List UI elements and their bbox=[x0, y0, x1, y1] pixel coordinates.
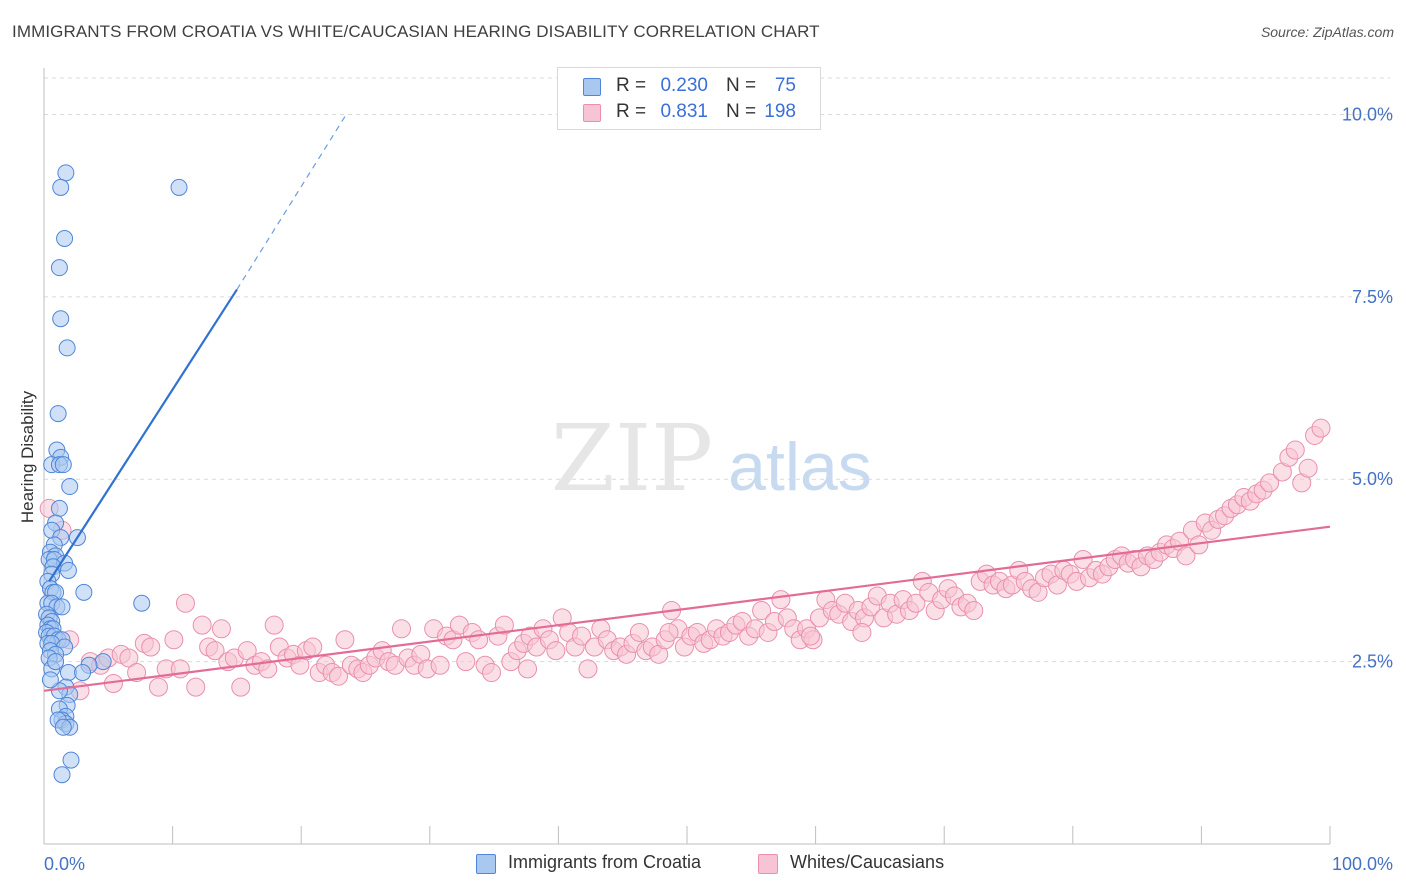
point-whites bbox=[119, 648, 139, 668]
watermark-atlas: atlas bbox=[728, 429, 872, 505]
point-whites bbox=[430, 655, 450, 675]
r-value: 0.230 bbox=[660, 75, 708, 96]
point-whites bbox=[211, 619, 231, 639]
y-tick-label: 7.5% bbox=[1352, 287, 1393, 307]
n-value: 75 bbox=[774, 75, 796, 96]
point-whites bbox=[205, 641, 225, 661]
point-croatia bbox=[56, 229, 74, 247]
legend-label-whites: Whites/Caucasians bbox=[790, 852, 945, 872]
point-croatia bbox=[58, 339, 76, 357]
point-croatia bbox=[75, 583, 93, 601]
point-croatia bbox=[41, 671, 59, 689]
point-whites bbox=[141, 637, 161, 657]
point-whites bbox=[494, 615, 514, 635]
point-whites bbox=[578, 659, 598, 679]
point-croatia bbox=[133, 594, 151, 612]
y-axis-label: Hearing Disability bbox=[18, 390, 37, 523]
point-whites bbox=[148, 677, 168, 697]
point-croatia bbox=[53, 598, 71, 616]
axes bbox=[43, 68, 1331, 845]
n-label: N = bbox=[726, 101, 757, 122]
n-value: 198 bbox=[764, 101, 796, 122]
point-croatia bbox=[94, 653, 112, 671]
point-whites bbox=[752, 601, 772, 621]
point-croatia bbox=[59, 561, 77, 579]
point-whites bbox=[1285, 440, 1305, 460]
trend-line-croatia bbox=[48, 288, 238, 582]
point-croatia bbox=[54, 718, 72, 736]
n-label: N = bbox=[726, 75, 757, 96]
point-whites bbox=[1298, 458, 1318, 478]
point-whites bbox=[303, 637, 323, 657]
point-whites bbox=[1176, 546, 1196, 566]
point-whites bbox=[258, 659, 278, 679]
legend-swatch-blue bbox=[476, 854, 496, 874]
watermark: ZIP atlas bbox=[551, 405, 872, 512]
point-croatia bbox=[62, 751, 80, 769]
watermark-zip: ZIP bbox=[551, 405, 713, 512]
tick-labels: 2.5% 5.0% 7.5% 10.0% 0.0% 100.0% bbox=[44, 104, 1393, 874]
point-croatia bbox=[50, 499, 68, 517]
point-croatia bbox=[49, 405, 67, 423]
point-whites bbox=[335, 630, 355, 650]
y-tick-label: 10.0% bbox=[1342, 104, 1393, 124]
gridlines bbox=[44, 77, 1390, 663]
point-whites bbox=[1311, 418, 1331, 438]
point-whites bbox=[192, 615, 212, 635]
point-whites bbox=[328, 666, 348, 686]
point-whites bbox=[852, 622, 872, 642]
r-label: R = bbox=[616, 101, 647, 122]
trend-lines bbox=[43, 114, 1331, 692]
point-whites bbox=[237, 641, 257, 661]
point-whites bbox=[392, 619, 412, 639]
point-whites bbox=[482, 663, 502, 683]
point-whites bbox=[572, 626, 592, 646]
chart-title: IMMIGRANTS FROM CROATIA VS WHITE/CAUCASI… bbox=[12, 22, 820, 41]
point-whites bbox=[127, 663, 147, 683]
y-tick-label: 5.0% bbox=[1352, 469, 1393, 489]
legend-swatch-pink bbox=[758, 854, 778, 874]
x-tick-label: 100.0% bbox=[1332, 854, 1393, 874]
point-whites bbox=[906, 593, 926, 613]
point-whites bbox=[231, 677, 251, 697]
point-whites bbox=[659, 622, 679, 642]
correlation-legend: R = 0.230 N = 75 R = 0.831 N = 198 bbox=[557, 67, 821, 130]
point-whites bbox=[164, 630, 184, 650]
point-croatia bbox=[53, 766, 71, 784]
point-croatia bbox=[170, 178, 188, 196]
point-croatia bbox=[50, 259, 68, 277]
point-croatia bbox=[59, 664, 77, 682]
trend-line-croatia-extension bbox=[236, 114, 347, 290]
source-label: Source: ZipAtlas.com bbox=[1260, 24, 1394, 40]
trend-line-whites bbox=[43, 525, 1331, 692]
point-whites bbox=[546, 641, 566, 661]
x-tick-label: 0.0% bbox=[44, 854, 85, 874]
point-whites bbox=[186, 677, 206, 697]
r-label: R = bbox=[616, 75, 647, 96]
point-croatia bbox=[74, 664, 92, 682]
r-value: 0.831 bbox=[660, 101, 708, 122]
point-croatia bbox=[54, 456, 72, 474]
series-croatia-points bbox=[38, 164, 188, 784]
point-croatia bbox=[61, 478, 79, 496]
point-whites bbox=[175, 593, 195, 613]
point-croatia bbox=[47, 653, 65, 671]
legend-swatch-pink bbox=[583, 104, 601, 122]
legend-label-croatia: Immigrants from Croatia bbox=[508, 852, 702, 872]
point-whites bbox=[964, 601, 984, 621]
legend-swatch-blue bbox=[583, 78, 601, 96]
point-croatia bbox=[52, 310, 70, 328]
point-whites bbox=[629, 622, 649, 642]
point-whites bbox=[771, 590, 791, 610]
y-tick-label: 2.5% bbox=[1352, 652, 1393, 672]
point-whites bbox=[1260, 473, 1280, 493]
point-croatia bbox=[52, 178, 70, 196]
point-whites bbox=[264, 615, 284, 635]
point-whites bbox=[800, 626, 820, 646]
point-whites bbox=[456, 652, 476, 672]
point-croatia bbox=[57, 164, 75, 182]
point-whites bbox=[518, 659, 538, 679]
